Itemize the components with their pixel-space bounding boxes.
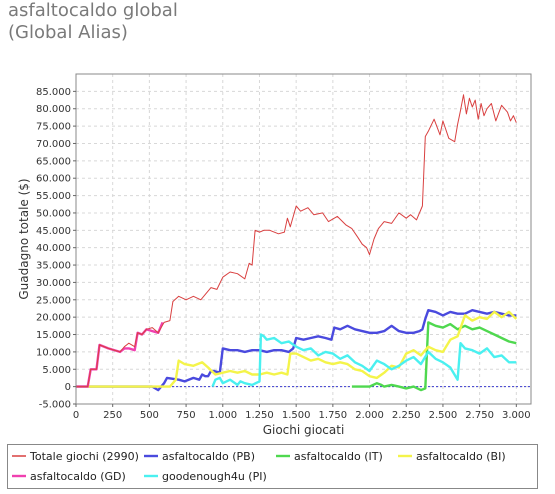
- y-tick-label: 50.000: [36, 208, 71, 219]
- y-tick-label: 40.000: [36, 243, 71, 254]
- legend-label: asfaltocaldo (BI): [416, 450, 506, 463]
- y-axis-label: Guadagno totale ($): [17, 178, 31, 299]
- x-axis-ticks: 0 250 500 750 1.000 1.250 1.500 1.750 2.000 2.250…: [73, 404, 531, 421]
- y-tick-label: 60.000: [36, 174, 71, 185]
- legend-label: Totale giochi (2990): [29, 450, 139, 463]
- x-tick-label: 3.000: [502, 410, 531, 421]
- x-tick-label: 2.250: [392, 410, 421, 421]
- x-tick-label: 2.000: [355, 410, 384, 421]
- y-tick-label: 5.000: [42, 365, 71, 376]
- y-tick-label: 15.000: [36, 330, 71, 341]
- y-axis-ticks: -5.000 0 5.000 10.000 15.000 20.000 25.000 30.0…: [36, 87, 76, 411]
- y-tick-label: 85.000: [36, 87, 71, 98]
- legend-entries: Totale giochi (2990) asfaltocaldo (PB) asf…: [12, 450, 506, 483]
- series-line: [351, 321, 517, 392]
- x-tick-label: 0: [73, 410, 79, 421]
- x-tick-label: 1.000: [208, 410, 237, 421]
- y-tick-label: 55.000: [36, 191, 71, 202]
- y-tick-label: 70.000: [36, 139, 71, 150]
- legend: Totale giochi (2990) asfaltocaldo (PB) asf…: [7, 444, 538, 489]
- grid-lines: [75, 74, 531, 405]
- x-tick-label: 2.500: [429, 410, 458, 421]
- series-line: [76, 94, 517, 388]
- series-line: [76, 310, 518, 388]
- x-tick-label: 250: [103, 410, 122, 421]
- legend-label: goodenough4u (PI): [162, 470, 267, 483]
- legend-label: asfaltocaldo (GD): [30, 470, 126, 483]
- legend-label: asfaltocaldo (IT): [294, 450, 383, 463]
- plot-area-frame: [75, 73, 532, 405]
- chart-title: asfaltocaldo global: [8, 0, 178, 21]
- x-tick-label: 1.250: [245, 410, 274, 421]
- y-tick-label: 45.000: [36, 226, 71, 237]
- y-tick-label: 10.000: [36, 347, 71, 358]
- x-tick-label: 1.750: [319, 410, 348, 421]
- y-tick-label: 0: [65, 382, 71, 393]
- y-tick-label: 35.000: [36, 261, 71, 272]
- x-tick-label: 500: [140, 410, 159, 421]
- y-tick-label: 75.000: [36, 122, 71, 133]
- x-axis-label: Giochi giocati: [263, 423, 345, 437]
- legend-label: asfaltocaldo (PB): [162, 450, 255, 463]
- y-tick-label: 65.000: [36, 156, 71, 167]
- series-line: [76, 309, 517, 392]
- x-tick-label: 1.500: [282, 410, 311, 421]
- y-tick-label: 20.000: [36, 313, 71, 324]
- y-tick-label: -5.000: [39, 400, 71, 411]
- line-chart: 0 250 500 750 1.000 1.250 1.500 1.750 2.000 2.250…: [17, 73, 532, 437]
- y-tick-label: 25.000: [36, 295, 71, 306]
- y-tick-label: 30.000: [36, 278, 71, 289]
- series-line: [211, 333, 517, 388]
- x-tick-label: 2.750: [465, 410, 494, 421]
- y-tick-label: 80.000: [36, 104, 71, 115]
- series-lines: [76, 94, 518, 392]
- x-tick-label: 750: [177, 410, 196, 421]
- chart-subtitle: (Global Alias): [8, 22, 128, 43]
